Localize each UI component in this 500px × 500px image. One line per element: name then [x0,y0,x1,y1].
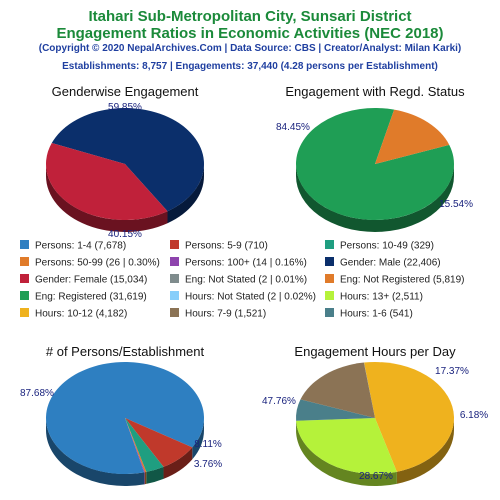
legend-item-11: Hours: Not Stated (2 | 0.02%) [185,292,316,303]
pie-slice-3-3 [125,418,164,472]
legend-swatch-1 [20,240,29,249]
pie-title-4: Engagement Hours per Day [294,344,456,359]
legend-item-12: Hours: 13+ (2,511) [340,292,423,303]
summary-line: Establishments: 8,757 | Engagements: 37,… [62,61,438,72]
legend-swatch-7 [20,274,29,283]
pie-slice-1-2 [45,143,168,221]
pie-slice-4-3 [296,399,375,421]
legend-item-14: Hours: 7-9 (1,521) [185,309,266,320]
pie-label-3-3: 3.76% [194,459,222,470]
pie-slice-2-2 [375,109,450,164]
legend-swatch-2 [170,240,179,249]
pie-slice-4-4 [300,362,375,418]
legend-item-1: Persons: 1-4 (7,678) [35,241,126,252]
pie-slice-4-5 [363,362,375,418]
pie-label-2-2: 15.54% [439,199,473,210]
pie-side-4-1 [396,418,455,484]
pie-label-4-4: 17.37% [435,366,469,377]
legend-item-15: Hours: 1-6 (541) [340,309,413,320]
legend-item-9: Eng: Not Registered (5,819) [340,275,465,286]
pie-side-3-3 [146,466,164,484]
legend-item-8: Eng: Not Stated (2 | 0.01%) [185,275,307,286]
legend-swatch-9 [325,274,334,283]
pie-sides-2 [296,164,454,232]
pie-label-3-2: 8.11% [194,439,222,450]
legend-item-10: Eng: Registered (31,619) [35,292,147,303]
pie-slice-3-4 [125,418,147,473]
legend-item-13: Hours: 10-12 (4,182) [35,309,127,320]
pie-sides-4 [296,418,455,486]
credit-line: (Copyright © 2020 NepalArchives.Com | Da… [38,43,462,54]
pie-chart-2: Engagement with Regd. Status 84.45% 15.54% [276,84,473,232]
pie-label-1-2: 40.15% [108,229,142,240]
pie-title-2: Engagement with Regd. Status [285,84,465,99]
pie-slice-1-1 [51,108,204,212]
pie-side-1-2 [46,164,168,233]
legend-swatch-11 [170,291,179,300]
pie-side-3-1 [192,418,204,460]
chart-title-line2: Engagement Ratios in Economic Activities… [56,25,444,42]
pie-label-3-1: 87.68% [20,388,54,399]
pie-label-4-3: 6.18% [460,410,488,421]
legend-swatch-13 [20,308,29,317]
legend-item-6: Gender: Male (22,406) [340,258,441,269]
pie-side-3-2 [163,447,193,479]
pie-side-1-1 [167,164,204,224]
pie-side-3-5 [144,472,145,485]
pie-slice-2-1 [296,108,455,221]
legend-swatch-6 [325,257,334,266]
pie-sides-3 [46,418,204,486]
pie-chart-1: Genderwise Engagement 59.85% 40.15% [45,84,204,240]
legend-item-5: Persons: 100+ (14 | 0.16%) [185,258,307,269]
chart-title-line1: Itahari Sub-Metropolitan City, Sunsari D… [88,8,412,25]
pie-slice-4-2 [296,418,397,475]
legend-swatch-5 [170,257,179,266]
legend-swatch-12 [325,291,334,300]
pie-chart-3: # of Persons/Establishment 87.68% 8.11% 3.7… [20,344,222,486]
pie-side-2-1 [296,164,454,232]
pie-slice-2-3 [375,144,450,164]
legend-item-3: Persons: 10-49 (329) [340,241,434,252]
legend-swatch-8 [170,274,179,283]
pie-side-4-2 [296,420,397,486]
pie-slice-3-5 [125,418,145,473]
legend-swatch-3 [325,240,334,249]
legend-swatch-4 [20,257,29,266]
pie-title-1: Genderwise Engagement [52,84,199,99]
pie-label-4-2: 28.67% [359,471,393,482]
pie-label-2-1: 84.45% [276,122,310,133]
legend: Persons: 1-4 (7,678) Persons: 5-9 (710) Pe… [20,240,465,320]
pie-chart-4: Engagement Hours per Day 47.76% 28.67% 6.18… [262,344,488,486]
pie-slice-3-2 [125,418,193,467]
legend-item-2: Persons: 5-9 (710) [185,241,268,252]
pie-side-3-4 [144,471,147,485]
legend-swatch-14 [170,308,179,317]
legend-item-7: Gender: Female (15,034) [35,275,147,286]
pie-slice-4-1 [364,361,455,472]
pie-slice-3-1 [46,361,205,474]
pie-side-3-1 [46,418,145,486]
pie-label-4-1: 47.76% [262,396,296,407]
legend-swatch-15 [325,308,334,317]
legend-swatch-10 [20,291,29,300]
pie-sides-1 [46,164,204,233]
legend-item-4: Persons: 50-99 (26 | 0.30%) [35,258,160,269]
pie-title-3: # of Persons/Establishment [46,344,205,359]
pie-label-1-1: 59.85% [108,102,142,113]
